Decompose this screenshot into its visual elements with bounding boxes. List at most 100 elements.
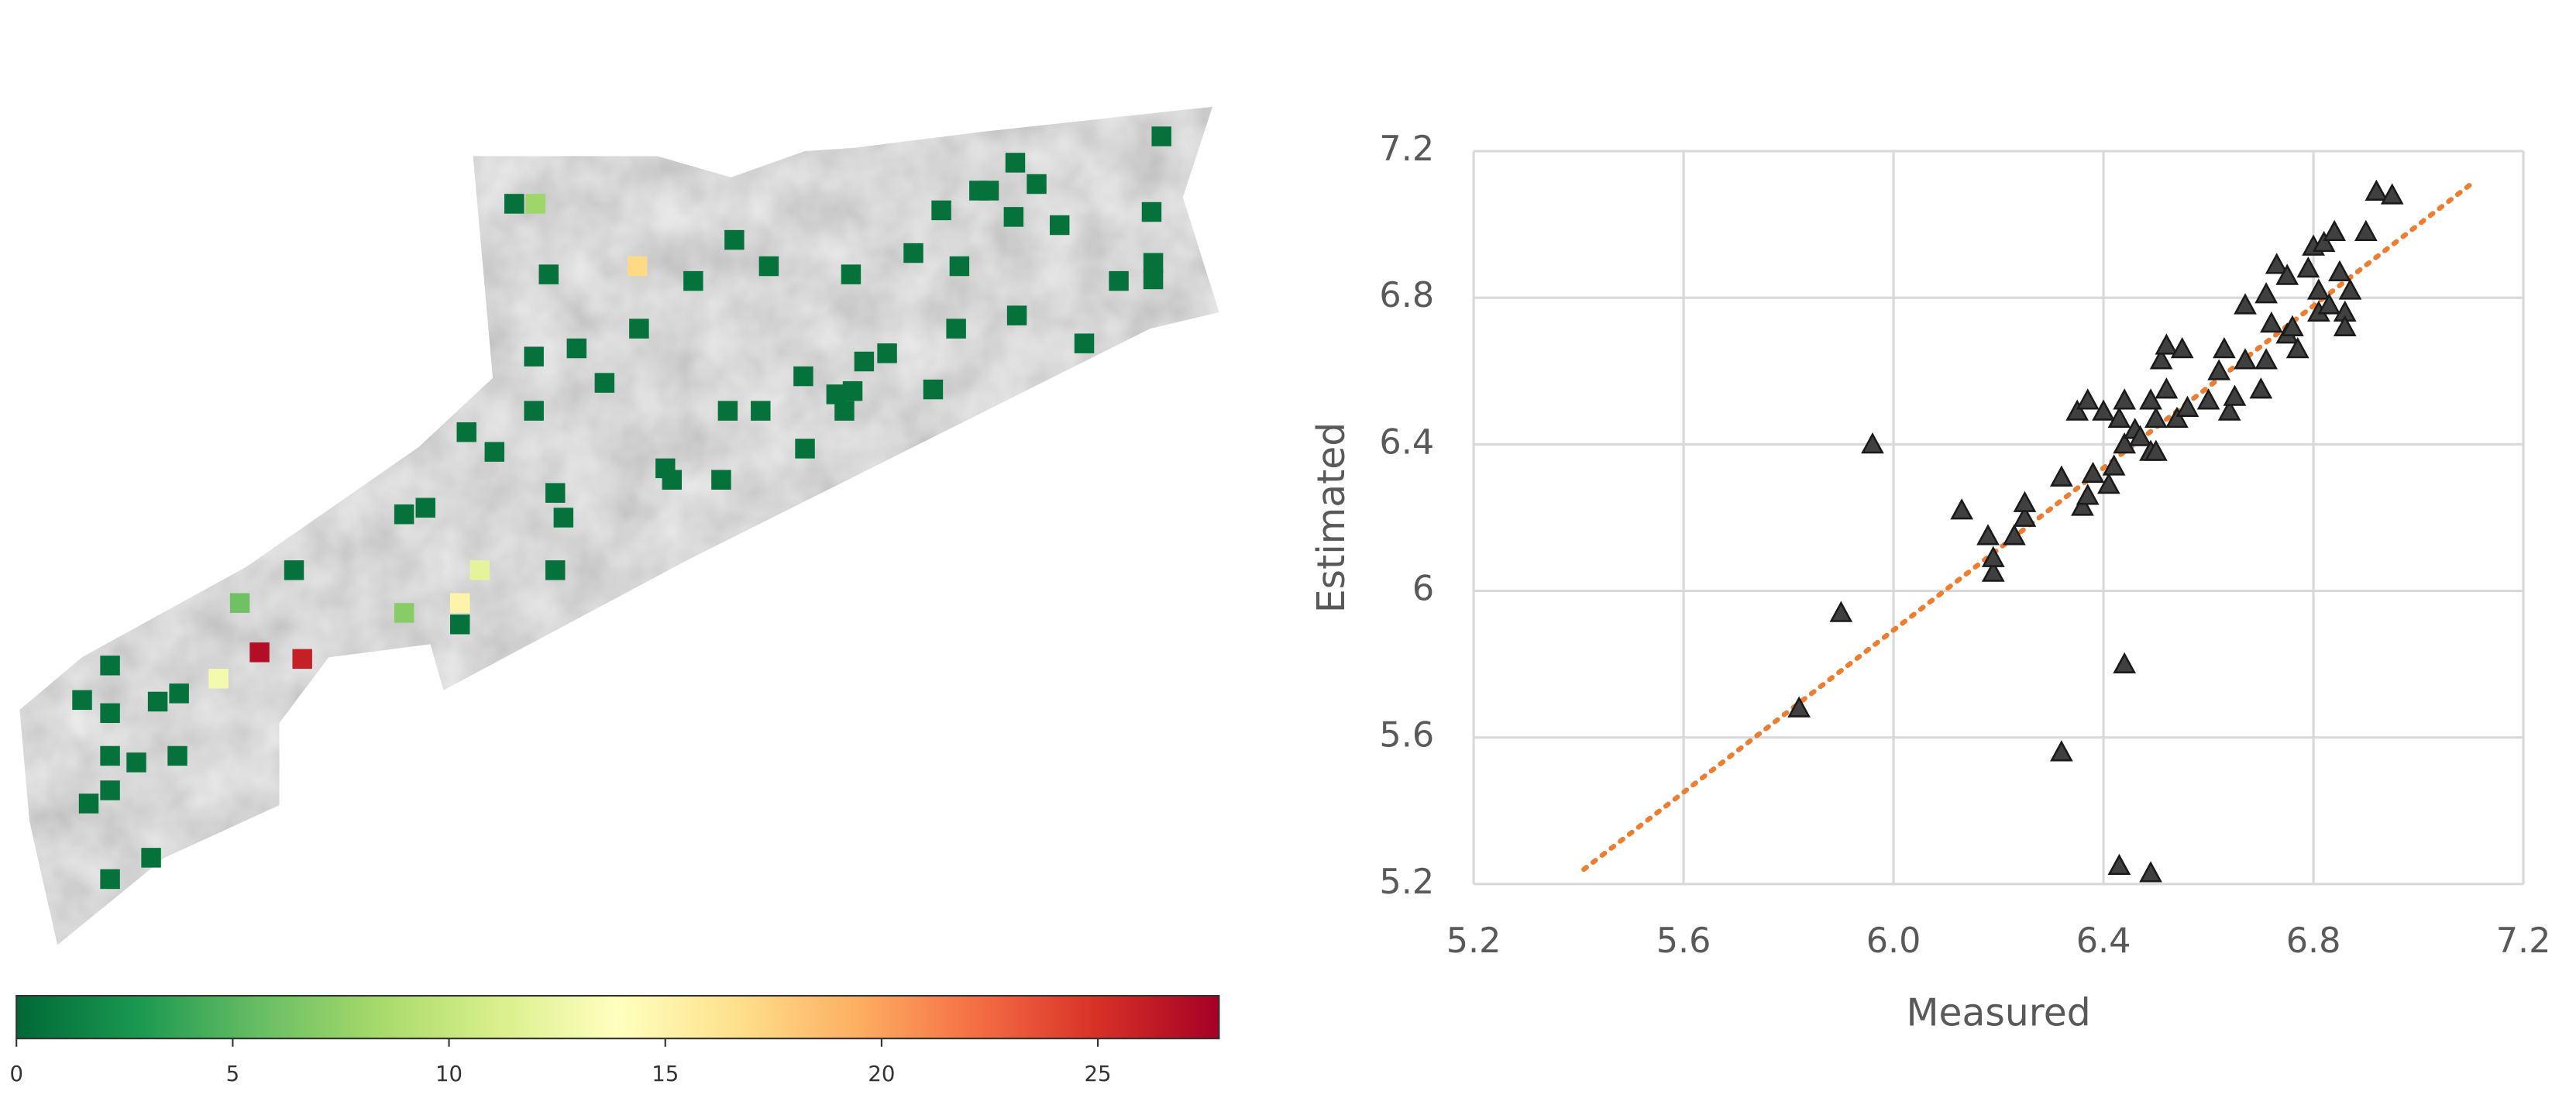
site-marker xyxy=(903,243,923,263)
site-marker xyxy=(484,442,504,462)
data-point xyxy=(2092,399,2115,421)
data-point xyxy=(2281,315,2304,336)
site-marker xyxy=(1003,207,1024,227)
site-marker xyxy=(1143,269,1164,290)
data-point xyxy=(2285,337,2309,359)
data-point xyxy=(2217,399,2241,421)
site-marker xyxy=(525,194,546,214)
data-point xyxy=(2165,406,2189,429)
site-marker xyxy=(751,401,771,421)
site-marker xyxy=(854,351,875,372)
colorbar-tick-label: 25 xyxy=(1085,1062,1112,1086)
data-point xyxy=(2333,315,2357,336)
colorbar-tick-label: 20 xyxy=(868,1062,895,1086)
data-point xyxy=(2076,388,2100,410)
data-point xyxy=(2081,461,2105,484)
site-marker xyxy=(141,848,161,868)
site-marker xyxy=(877,343,897,363)
data-point xyxy=(2249,377,2273,399)
data-point xyxy=(2260,311,2283,333)
colorbar-tick-label: 10 xyxy=(435,1062,463,1086)
site-marker xyxy=(504,194,524,214)
site-marker xyxy=(628,256,648,277)
data-point xyxy=(2096,473,2120,494)
data-point xyxy=(2275,263,2299,285)
x-tick-label: 5.6 xyxy=(1656,921,1711,961)
data-point xyxy=(2323,219,2347,241)
site-marker xyxy=(100,869,120,890)
site-marker xyxy=(683,270,703,291)
data-point xyxy=(2234,293,2257,315)
site-marker xyxy=(415,497,435,518)
x-tick-label: 6.0 xyxy=(1866,921,1921,961)
data-point xyxy=(2207,359,2231,380)
data-point xyxy=(2003,524,2026,546)
site-marker xyxy=(394,504,414,525)
data-point xyxy=(2107,853,2131,876)
y-tick-label: 6.4 xyxy=(1379,422,1434,462)
site-marker xyxy=(758,256,779,277)
site-marker xyxy=(1109,270,1129,291)
data-point xyxy=(2196,388,2220,410)
data-point xyxy=(1976,524,2000,546)
site-marker xyxy=(717,401,738,421)
site-marker xyxy=(456,422,476,442)
colorbar-tick-label: 5 xyxy=(226,1062,240,1086)
y-tick-label: 5.6 xyxy=(1379,715,1434,756)
site-marker xyxy=(469,560,490,580)
data-point xyxy=(2144,439,2168,461)
x-axis-title: Measured xyxy=(1906,990,2090,1034)
site-marker xyxy=(126,752,146,773)
x-tick-label: 6.4 xyxy=(2076,921,2131,961)
colorbar xyxy=(15,994,1220,1040)
site-marker xyxy=(100,656,120,676)
site-marker xyxy=(147,691,168,712)
site-marker xyxy=(169,683,189,704)
site-marker xyxy=(450,593,470,613)
data-point xyxy=(2338,278,2362,300)
data-point xyxy=(2102,454,2126,476)
site-marker xyxy=(249,642,270,663)
site-marker xyxy=(538,264,559,284)
data-point xyxy=(2076,484,2100,505)
data-point xyxy=(2139,861,2162,883)
site-marker xyxy=(946,318,966,339)
data-point xyxy=(2128,425,2152,446)
data-point xyxy=(2139,388,2162,410)
data-point xyxy=(2254,348,2278,370)
site-marker xyxy=(100,745,120,766)
site-marker xyxy=(841,264,862,284)
data-point xyxy=(1981,546,2005,567)
site-marker xyxy=(724,229,745,250)
colorbar-tick-label: 15 xyxy=(652,1062,679,1086)
x-tick-label: 5.2 xyxy=(1446,921,1501,961)
site-marker xyxy=(1141,201,1162,222)
figure-content: 0 5 10 15 20 25 5.2 5.6 6.0 6.4 6.8 7.2 5.2 5.6 6 6.4 6.… xyxy=(9,106,2550,1086)
data-point xyxy=(2312,230,2336,253)
site-marker xyxy=(594,373,615,393)
data-point xyxy=(1950,498,1974,520)
site-marker xyxy=(545,560,566,580)
site-marker xyxy=(931,200,951,221)
site-marker xyxy=(72,690,92,711)
y-tick-label: 6 xyxy=(1412,569,1434,609)
site-marker xyxy=(834,401,855,421)
data-point xyxy=(2265,253,2289,274)
site-marker xyxy=(1074,333,1095,353)
site-marker xyxy=(1027,174,1047,194)
data-point xyxy=(2155,377,2179,399)
data-point xyxy=(1829,601,1853,622)
site-marker xyxy=(566,338,587,359)
site-marker xyxy=(662,470,683,490)
site-marker xyxy=(923,379,944,400)
data-point xyxy=(2013,505,2037,527)
site-marker xyxy=(524,401,544,421)
data-point xyxy=(2234,348,2257,370)
site-marker xyxy=(450,614,470,635)
site-marker xyxy=(1151,126,1171,146)
data-point xyxy=(2170,337,2194,359)
y-tick-label: 6.8 xyxy=(1379,275,1434,315)
site-marker xyxy=(545,483,566,503)
data-point xyxy=(2328,260,2351,282)
